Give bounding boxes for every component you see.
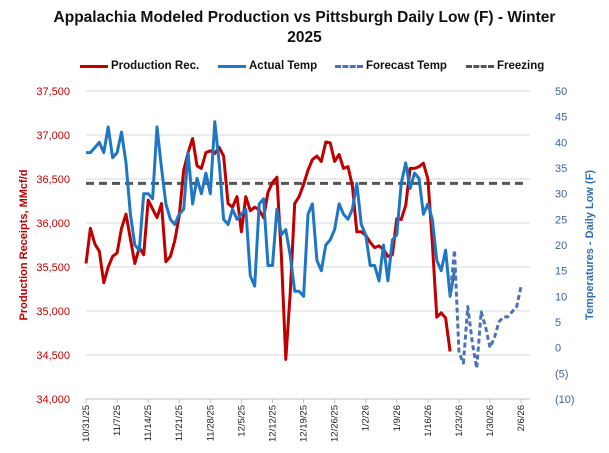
x-tick-label: 12/26/25 [330, 405, 341, 442]
y-right-tick-label: (5) [555, 368, 568, 380]
legend-label-forecast-temp: Forecast Temp [366, 60, 447, 72]
y-right-tick-label: 5 [555, 317, 561, 329]
y-right-tick-label: (10) [555, 394, 575, 406]
x-tick-label: 11/21/25 [174, 405, 185, 441]
x-tick-label: 12/5/25 [236, 405, 247, 437]
x-tick-label: 1/30/26 [485, 405, 496, 437]
legend-swatch-actual-temp [218, 64, 246, 68]
x-tick-label: 12/19/25 [299, 405, 310, 442]
y-right-tick-label: 45 [555, 112, 567, 124]
y-right-tick-label: 25 [555, 214, 567, 226]
series-group [84, 120, 528, 370]
y-left-tick-label: 35,500 [36, 262, 70, 274]
x-tick-label: 1/16/26 [423, 405, 434, 437]
y-right-tick-label: 35 [555, 163, 567, 175]
legend-label-freezing: Freezing [497, 60, 545, 72]
chart-title-line2: 2025 [287, 29, 322, 46]
x-tick-label: 1/2/26 [361, 405, 372, 431]
legend-item-freezing: Freezing [466, 60, 544, 72]
legend-item-production: Production Rec. [80, 60, 199, 72]
legend-item-forecast-temp: Forecast Temp [335, 60, 447, 72]
x-axis: 10/31/25 11/7/25 11/14/25 11/21/25 11/28/25 1… [81, 398, 530, 442]
legend-swatch-freezing [466, 64, 494, 68]
y-axis-right-title: Temperatures - Daily Low (F) [584, 170, 596, 320]
legend-label-production: Production Rec. [111, 60, 200, 72]
x-tick-label: 11/7/25 [112, 405, 123, 436]
chart-title: Appalachia Modeled Production vs Pittsbu… [0, 8, 609, 48]
y-right-tick-label: 0 [555, 343, 561, 355]
y-right-tick-label: 50 [555, 86, 567, 98]
y-right-tick-label: 40 [555, 137, 567, 149]
y-left-tick-label: 34,000 [36, 394, 70, 406]
legend-swatch-forecast-temp [335, 64, 363, 68]
legend-swatch-production [80, 64, 108, 68]
y-left-tick-label: 37,000 [36, 130, 70, 142]
x-tick-label: 10/31/25 [81, 405, 92, 442]
x-tick-label: 11/28/25 [205, 405, 216, 441]
y-left-tick-label: 37,500 [36, 86, 70, 98]
y-right-tick-label: 30 [555, 189, 567, 201]
y-axis-left: 37,500 37,000 36,500 36,000 35,500 35,000 34,5… [36, 86, 70, 406]
y-left-tick-label: 34,500 [36, 350, 70, 362]
y-axis-left-title: Production Receipts, MMcf/d [18, 170, 30, 321]
series-line-forecast-temp [448, 248, 523, 370]
legend-label-actual-temp: Actual Temp [249, 60, 318, 72]
x-tick-label: 2/6/26 [516, 405, 527, 431]
y-right-tick-label: 20 [555, 240, 567, 252]
series-line-actual-temp [86, 120, 456, 298]
y-left-tick-label: 36,000 [36, 218, 70, 230]
legend: Production Rec. Actual Temp Forecast Tem… [0, 60, 609, 76]
y-left-tick-label: 36,500 [36, 174, 70, 186]
y-right-tick-label: 15 [555, 266, 567, 278]
x-tick-label: 11/14/25 [143, 405, 154, 441]
x-tick-label: 12/12/25 [267, 405, 278, 442]
y-right-tick-label: 10 [555, 291, 567, 303]
y-left-tick-label: 35,000 [36, 306, 70, 318]
x-tick-label: 1/9/26 [392, 405, 403, 431]
x-tick-label: 1/23/26 [454, 405, 465, 437]
legend-item-actual-temp: Actual Temp [218, 60, 317, 72]
chart-title-line1: Appalachia Modeled Production vs Pittsbu… [53, 9, 556, 26]
